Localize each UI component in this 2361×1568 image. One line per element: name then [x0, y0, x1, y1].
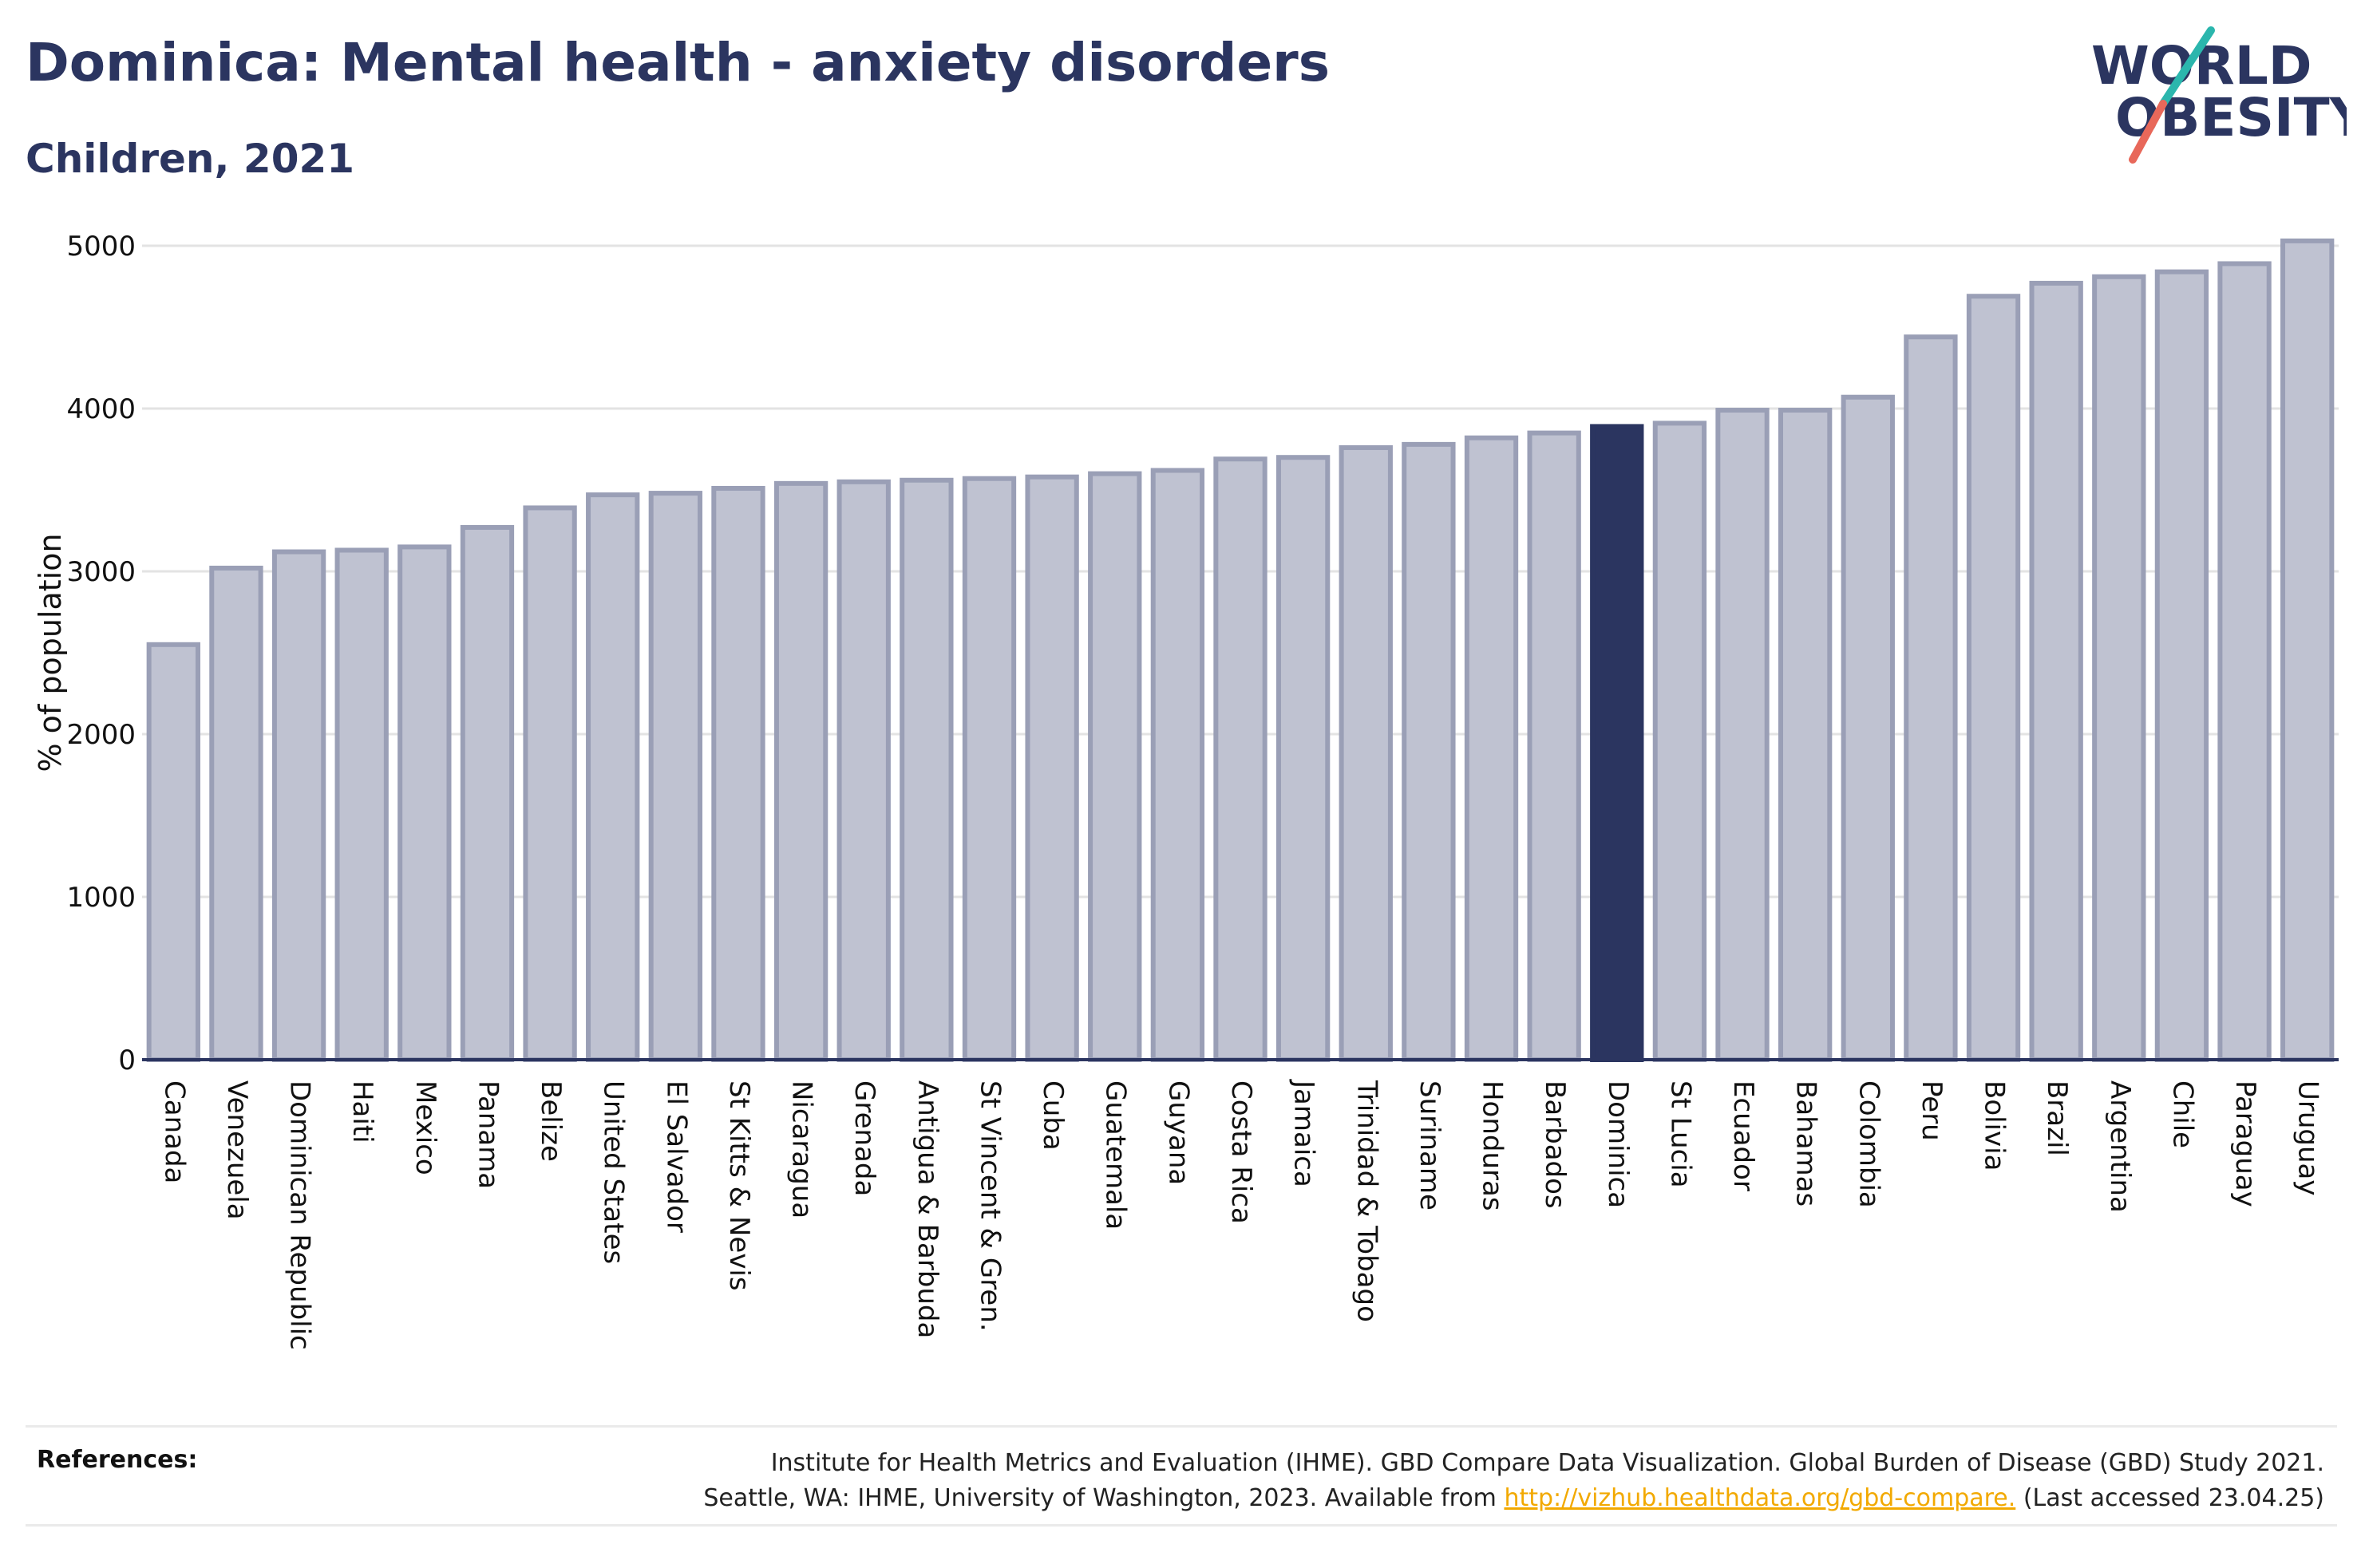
- bar: [2217, 261, 2272, 1062]
- x-category-label: Nicaragua: [786, 1080, 818, 1218]
- bar: [2092, 274, 2146, 1062]
- x-category-label: Guatemala: [1100, 1080, 1132, 1230]
- x-category-label: Grenada: [848, 1080, 880, 1196]
- x-category-label: Colombia: [1853, 1080, 1884, 1208]
- y-axis-title: % of population: [33, 533, 68, 772]
- y-tick-label: 3000: [66, 556, 136, 588]
- logo-slash-teal: [2159, 26, 2215, 108]
- logo-slash-coral: [2129, 100, 2167, 164]
- bar: [1213, 456, 1268, 1062]
- bar: [962, 476, 1017, 1062]
- references-line-2: Seattle, WA: IHME, University of Washing…: [409, 1481, 2324, 1516]
- bar: [1402, 441, 1456, 1062]
- bar: [1088, 471, 1142, 1062]
- references-text: Institute for Health Metrics and Evaluat…: [409, 1446, 2324, 1516]
- x-category-label: Dominican Republic: [284, 1080, 316, 1350]
- bar: [146, 642, 200, 1062]
- x-category-label: Paraguay: [2229, 1080, 2261, 1207]
- x-category-label: Costa Rica: [1225, 1080, 1257, 1224]
- bar: [1904, 334, 1958, 1062]
- x-category-label: Brazil: [2041, 1080, 2073, 1156]
- x-category-label: Mexico: [409, 1080, 441, 1175]
- bar: [836, 479, 891, 1062]
- x-category-label: Guyana: [1162, 1080, 1194, 1185]
- world-obesity-logo: WORLD OBESITY: [2091, 26, 2347, 164]
- x-category-label: Panama: [472, 1080, 504, 1189]
- x-category-label: Venezuela: [221, 1080, 253, 1220]
- bar: [209, 565, 263, 1062]
- x-category-label: Honduras: [1477, 1080, 1509, 1211]
- page-subtitle: Children, 2021: [26, 136, 355, 182]
- x-category-label: St Lucia: [1664, 1080, 1696, 1188]
- bar: [2029, 280, 2083, 1063]
- bar: [523, 505, 577, 1062]
- x-category-label: Dominica: [1602, 1080, 1634, 1208]
- references-divider-bottom: [26, 1524, 2337, 1527]
- bar-highlight: [1590, 424, 1644, 1062]
- x-category-label: St Vincent & Gren.: [974, 1080, 1006, 1332]
- bar: [1275, 455, 1331, 1062]
- bar: [1715, 408, 1770, 1062]
- bar: [2154, 269, 2209, 1062]
- x-category-label: Antigua & Barbuda: [912, 1080, 943, 1338]
- x-category-label: Peru: [1916, 1080, 1948, 1141]
- bar: [2280, 238, 2335, 1062]
- bar: [900, 477, 954, 1062]
- x-category-label: Belize: [535, 1080, 567, 1162]
- bar: [1339, 444, 1393, 1062]
- x-category-label: Haiti: [346, 1080, 378, 1143]
- x-category-label: Cuba: [1037, 1080, 1069, 1151]
- references-line-2-suffix: (Last accessed 23.04.25): [2015, 1484, 2324, 1512]
- bar-chart: 0 1000 2000 3000 4000 5000 Canada Venezuela Dom…: [33, 231, 2339, 1350]
- x-category-label: Bolivia: [1979, 1080, 2011, 1171]
- bar: [1150, 468, 1205, 1062]
- y-tick-label: 5000: [66, 231, 136, 263]
- references-line-1: Institute for Health Metrics and Evaluat…: [770, 1449, 2324, 1477]
- y-tick-label: 4000: [66, 393, 136, 425]
- category-labels: Canada Venezuela Dominican Republic Haiti Me…: [158, 1079, 2323, 1350]
- bar: [397, 544, 452, 1062]
- y-tick-label: 2000: [66, 719, 136, 751]
- bar: [1778, 408, 1833, 1062]
- references-label: References:: [37, 1446, 198, 1474]
- bars: [146, 238, 2335, 1063]
- bar: [1527, 430, 1581, 1062]
- y-tick-label: 0: [118, 1045, 136, 1076]
- x-category-label: Suriname: [1414, 1080, 1445, 1211]
- bar: [773, 480, 829, 1062]
- bar: [1841, 394, 1895, 1063]
- x-category-label: Canada: [158, 1080, 190, 1183]
- x-category-label: El Salvador: [660, 1080, 692, 1233]
- x-category-label: Trinidad & Tobago: [1351, 1080, 1382, 1322]
- x-category-label: Argentina: [2104, 1080, 2136, 1213]
- bar: [460, 524, 515, 1062]
- bar: [334, 547, 389, 1062]
- x-category-label: Chile: [2166, 1080, 2198, 1148]
- bar: [648, 491, 703, 1062]
- x-category-label: Uruguay: [2292, 1080, 2324, 1196]
- x-category-label: Jamaica: [1288, 1079, 1320, 1187]
- references-divider-top: [26, 1425, 2337, 1428]
- x-category-label: United States: [598, 1080, 630, 1264]
- bar: [711, 485, 765, 1062]
- y-tick-labels: 0 1000 2000 3000 4000 5000: [66, 231, 136, 1076]
- x-category-label: St Kitts & Nevis: [723, 1080, 755, 1291]
- x-category-label: Bahamas: [1790, 1080, 1822, 1207]
- x-category-label: Ecuador: [1727, 1080, 1759, 1191]
- bar: [271, 549, 326, 1062]
- x-category-label: Barbados: [1539, 1080, 1571, 1209]
- page-title: Dominica: Mental health - anxiety disord…: [26, 32, 1330, 93]
- bar: [586, 492, 640, 1062]
- bar: [1966, 294, 2021, 1062]
- references-link[interactable]: http://vizhub.healthdata.org/gbd-compare…: [1504, 1484, 2016, 1512]
- bar: [1464, 435, 1519, 1062]
- y-tick-label: 1000: [66, 882, 136, 914]
- bar: [1652, 421, 1707, 1062]
- bar: [1025, 474, 1079, 1062]
- references-line-2-prefix: Seattle, WA: IHME, University of Washing…: [703, 1484, 1505, 1512]
